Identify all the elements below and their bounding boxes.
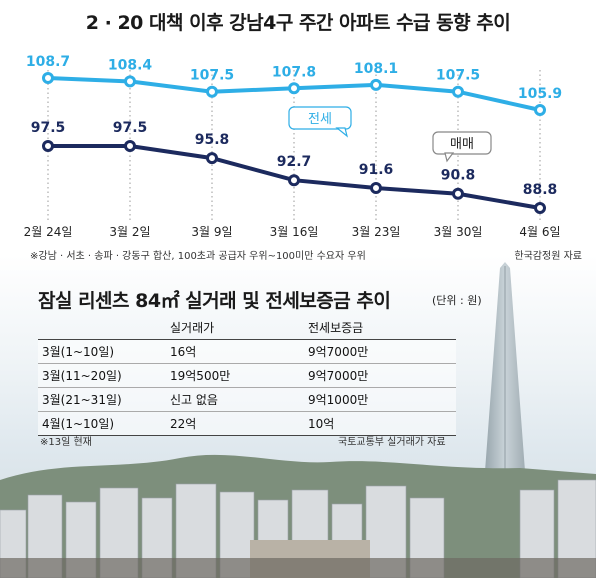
data-point — [534, 104, 546, 116]
x-tick-label: 3월 23일 — [352, 225, 401, 239]
legend-jeonse: 전세 — [308, 112, 332, 127]
table-row: 3월(11~20일) 19억500만 9억7000만 — [38, 363, 456, 388]
x-tick-label: 3월 9일 — [191, 225, 232, 239]
cell-period: 3월(1~10일) — [38, 339, 166, 364]
data-label: 107.5 — [190, 68, 234, 84]
header-sale-price: 실거래가 — [166, 316, 304, 340]
price-table: 실거래가 전세보증금 3월(1~10일) 16억 9억7000만 3월(11~2… — [38, 316, 456, 436]
cell-sale-price: 22억 — [166, 411, 304, 436]
chart-title: 2 · 20 대책 이후 강남4구 주간 아파트 수급 동향 추이 — [85, 12, 511, 34]
table-footnote: ※13일 현재 — [40, 437, 92, 448]
data-label: 97.5 — [31, 120, 66, 136]
data-label: 88.8 — [523, 182, 558, 198]
x-tick-label: 3월 16일 — [270, 225, 319, 239]
data-point — [452, 187, 464, 200]
legend-jeonse-box — [288, 106, 352, 130]
data-label: 95.8 — [195, 132, 230, 148]
cell-deposit: 10억 — [304, 411, 456, 436]
data-label: 107.5 — [436, 68, 480, 84]
cell-deposit: 9억7000만 — [304, 363, 456, 388]
data-label: 108.7 — [26, 54, 70, 70]
data-point — [534, 202, 546, 214]
cell-deposit: 9억1000만 — [304, 387, 456, 412]
table-row: 4월(1~10일) 22억 10억 — [38, 411, 456, 436]
data-point — [370, 78, 382, 91]
table-row: 3월(1~10일) 16억 9억7000만 — [38, 339, 456, 364]
table-header-row: 실거래가 전세보증금 — [38, 316, 456, 340]
data-point — [370, 182, 382, 195]
cell-period: 4월(1~10일) — [38, 411, 166, 436]
chart-footnote: ※강남 · 서초 · 송파 · 강동구 합산, 100초과 공급자 우위~100… — [30, 251, 366, 262]
legend-maemae-box — [432, 131, 492, 155]
data-label: 108.4 — [108, 57, 153, 73]
header-deposit: 전세보증금 — [304, 316, 456, 340]
cell-sale-price: 신고 없음 — [166, 387, 304, 412]
data-label: 91.6 — [359, 162, 394, 178]
data-point — [124, 140, 136, 152]
data-point — [452, 85, 464, 98]
table-unit: (단위 : 원) — [432, 294, 482, 307]
data-label: 108.1 — [354, 61, 398, 77]
chart-source: 한국감정원 자료 — [514, 251, 582, 262]
table-source: 국토교통부 실거래가 자료 — [338, 437, 446, 448]
cell-period: 3월(21~31일) — [38, 387, 166, 412]
data-point — [206, 85, 218, 98]
data-label: 107.8 — [272, 64, 316, 80]
data-point — [124, 75, 136, 88]
table-title: 잠실 리센츠 84㎡ 실거래 및 전세보증금 추이 — [38, 290, 391, 312]
x-tick-label: 3월 30일 — [434, 225, 483, 239]
cell-sale-price: 16억 — [166, 339, 304, 364]
data-point — [42, 72, 54, 84]
legend-maemae: 매매 — [450, 137, 474, 152]
cell-sale-price: 19억500만 — [166, 363, 304, 388]
city-buildings — [0, 454, 596, 578]
data-point — [206, 152, 218, 165]
data-label: 92.7 — [277, 154, 312, 170]
x-tick-label: 4월 6일 — [519, 225, 560, 239]
header-period — [38, 316, 166, 340]
x-tick-label: 2월 24일 — [24, 225, 73, 239]
data-label: 105.9 — [518, 86, 562, 102]
cell-period: 3월(11~20일) — [38, 363, 166, 388]
x-tick-label: 3월 2일 — [109, 225, 150, 239]
data-label: 90.8 — [441, 168, 476, 184]
line-chart: 2월 24일 3월 2일 3월 9일 3월 16일 3월 23일 3월 30일 4월 6일 1… — [24, 54, 563, 239]
data-point — [288, 82, 300, 95]
table-row: 3월(21~31일) 신고 없음 9억1000만 — [38, 387, 456, 412]
legend-jeonse-tail — [335, 127, 349, 138]
data-point — [288, 174, 300, 187]
data-label: 97.5 — [113, 120, 148, 136]
legend-maemae-tail — [444, 152, 455, 163]
data-point — [42, 140, 54, 152]
cell-deposit: 9억7000만 — [304, 339, 456, 364]
